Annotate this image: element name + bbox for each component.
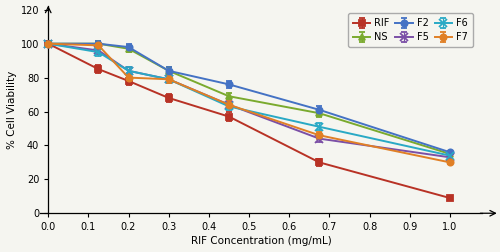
Y-axis label: % Cell Viability: % Cell Viability xyxy=(6,71,16,149)
Legend: RIF, NS, F2, F5, F6, F7: RIF, NS, F2, F5, F6, F7 xyxy=(348,13,472,47)
X-axis label: RIF Concentration (mg/mL): RIF Concentration (mg/mL) xyxy=(190,236,332,246)
